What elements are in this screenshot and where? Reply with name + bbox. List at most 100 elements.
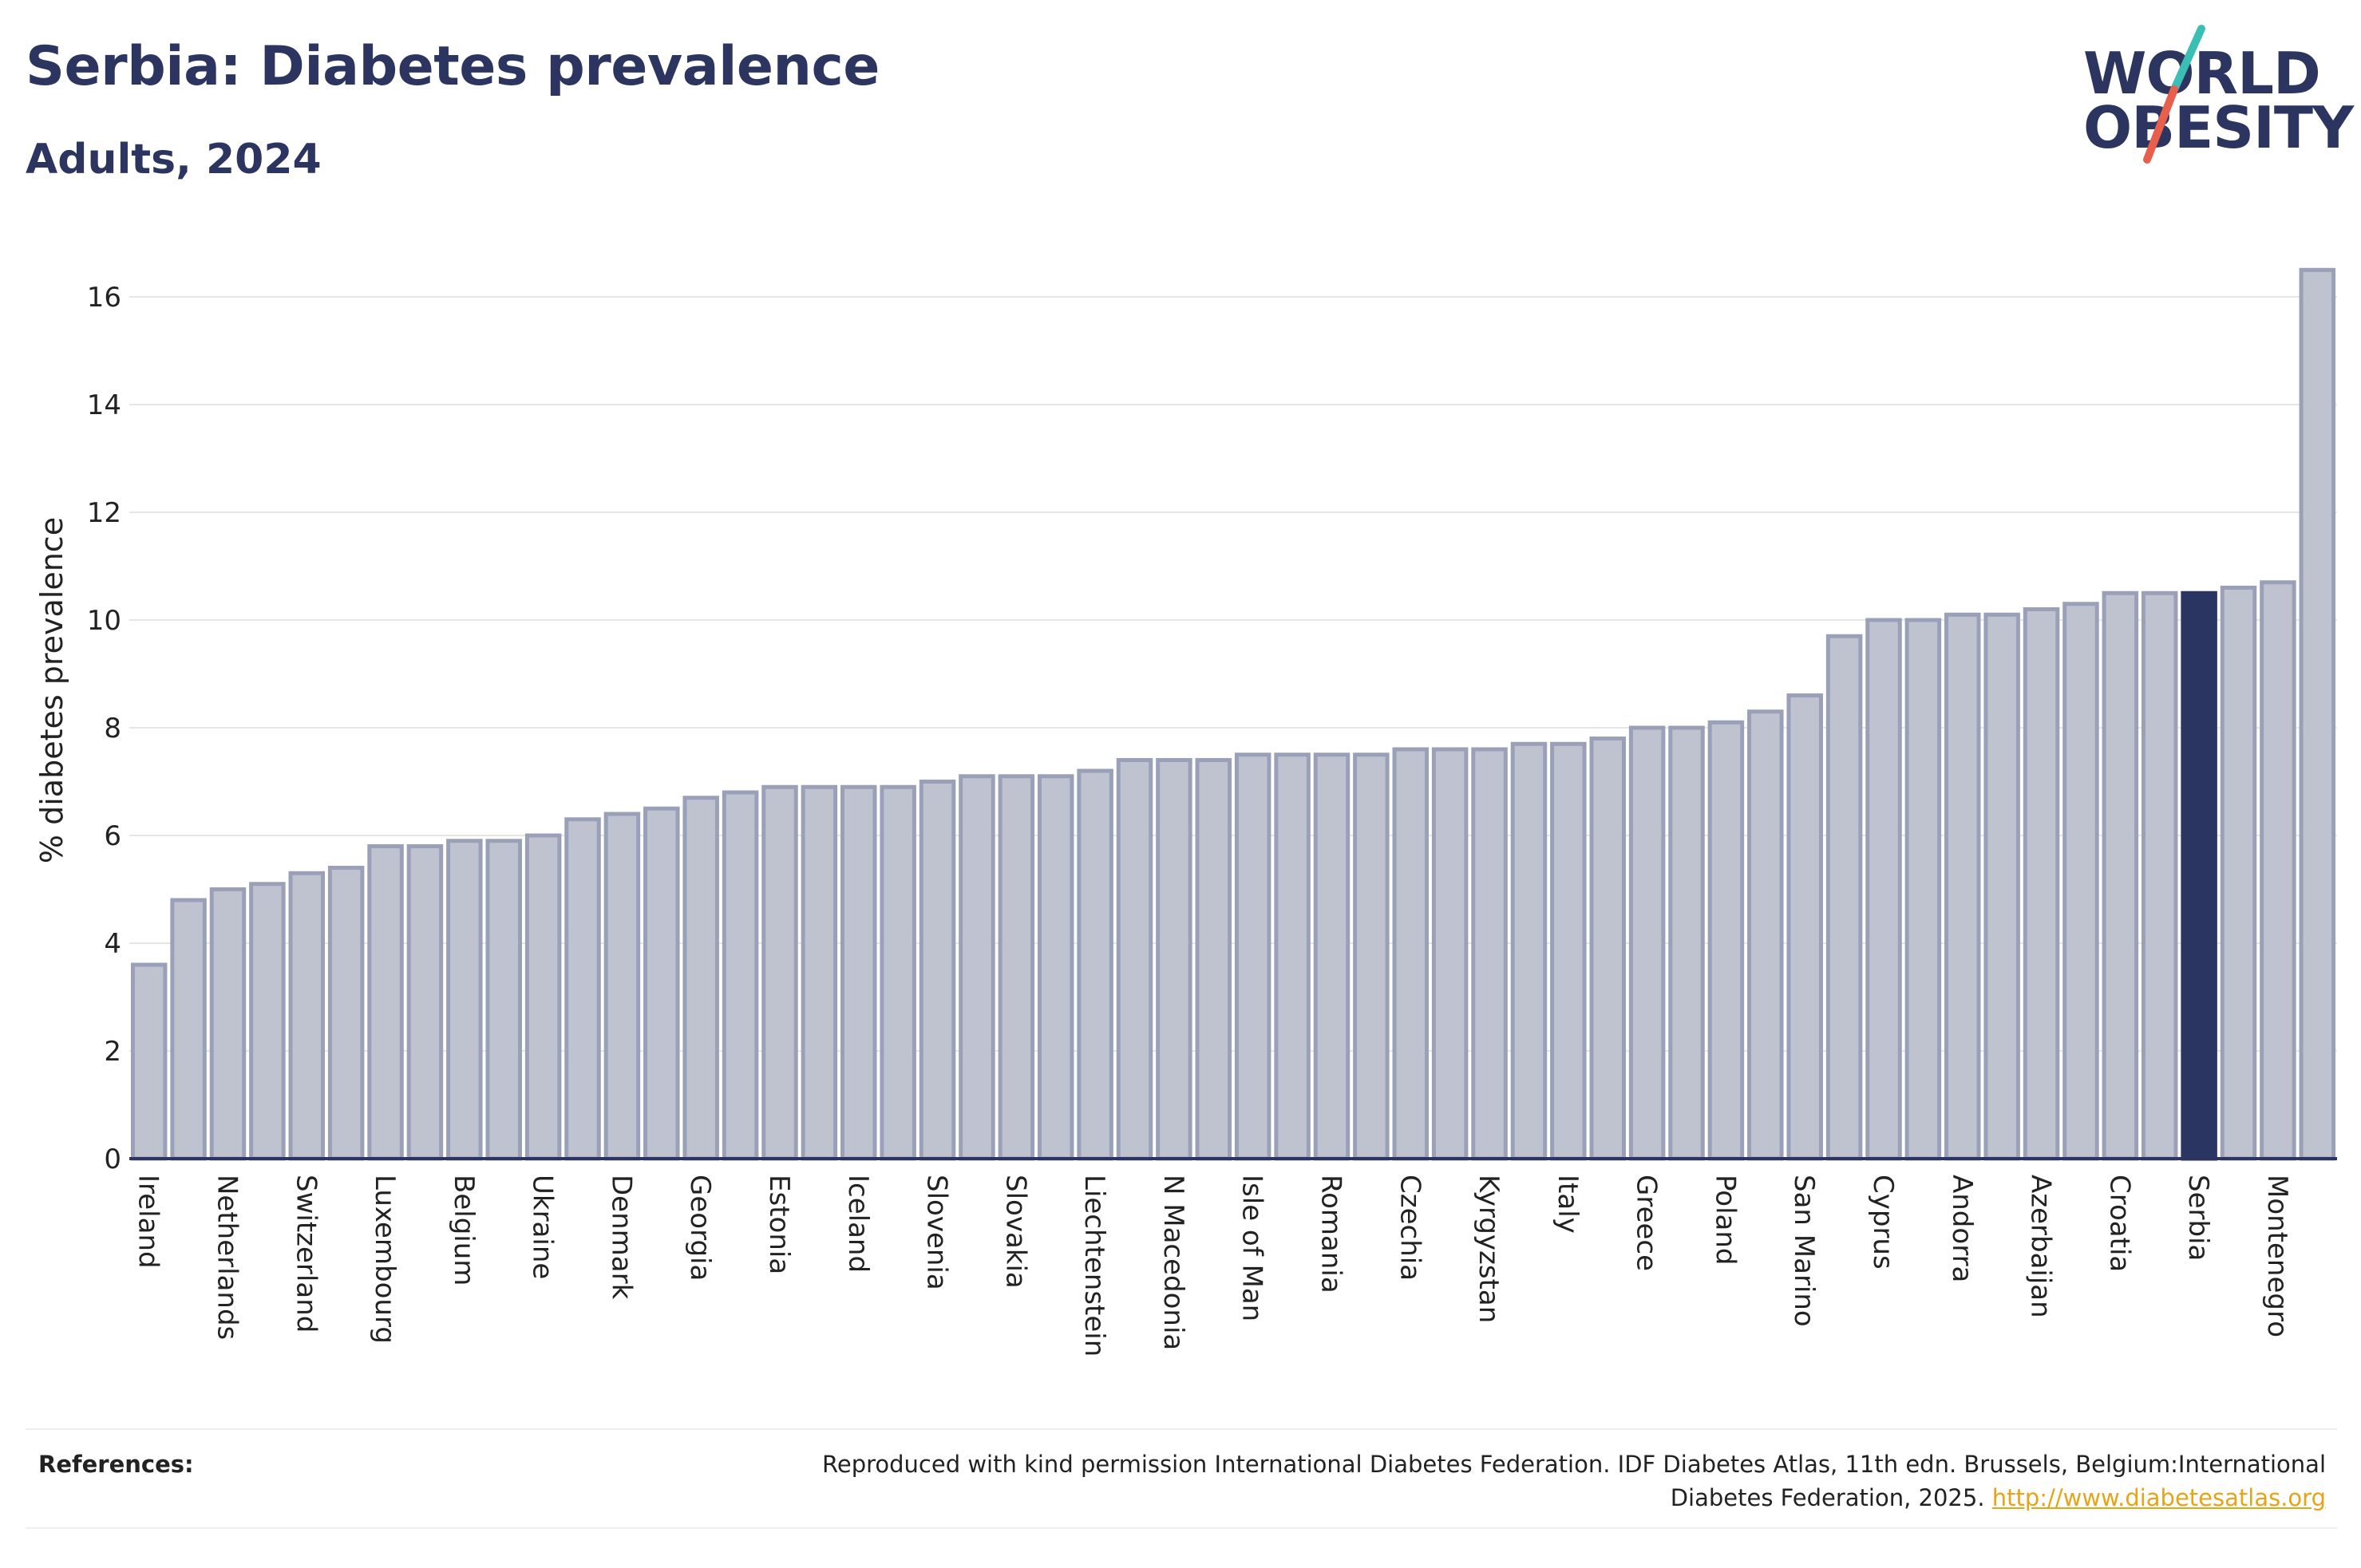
bar — [367, 844, 404, 1161]
x-tick-label: N Macedonia — [1157, 1175, 1189, 1350]
bar — [130, 962, 168, 1161]
bar — [1313, 752, 1351, 1161]
bar — [446, 839, 483, 1161]
bar — [524, 833, 562, 1161]
bar — [880, 784, 916, 1161]
y-tick-label: 12 — [87, 497, 121, 529]
x-tick-label: Iceland — [842, 1175, 874, 1273]
bar — [1116, 758, 1153, 1161]
bar — [1510, 741, 1548, 1161]
x-tick-label: Italy — [1552, 1175, 1584, 1234]
bar — [288, 871, 326, 1161]
bar — [1353, 752, 1390, 1161]
references-label: References: — [38, 1451, 194, 1478]
x-tick-label: Slovakia — [999, 1175, 1031, 1289]
bar — [485, 839, 522, 1161]
world-obesity-logo[interactable]: WORLD OBESITY — [2083, 22, 2354, 174]
x-tick-label: Liechtenstein — [1078, 1175, 1110, 1357]
bar — [1707, 720, 1745, 1161]
bar — [1037, 774, 1074, 1161]
y-tick-labels: 0 2 4 6 8 10 12 14 16 — [87, 282, 121, 1175]
bar — [2220, 586, 2257, 1161]
bar — [1668, 725, 1705, 1161]
bar — [1628, 725, 1666, 1161]
y-tick-label: 10 — [87, 605, 121, 637]
x-tick-label: Denmark — [605, 1175, 637, 1300]
bar — [682, 796, 719, 1161]
x-tick-label: Isle of Man — [1236, 1175, 1268, 1321]
bar — [2102, 590, 2139, 1161]
bar — [2023, 607, 2060, 1161]
bar — [643, 806, 680, 1161]
bar — [1983, 612, 2020, 1161]
bar — [603, 812, 641, 1161]
y-axis-label: % diabetes prevalence — [34, 517, 69, 863]
y-tick-label: 16 — [87, 282, 121, 314]
bar — [801, 784, 838, 1161]
x-tick-label: Poland — [1709, 1175, 1741, 1266]
bar — [1550, 741, 1587, 1161]
bar — [327, 866, 365, 1161]
x-tick-label: Ukraine — [527, 1175, 559, 1279]
bar — [1865, 618, 1902, 1161]
bar — [722, 790, 759, 1161]
bar — [919, 780, 956, 1161]
x-tick-label: Greece — [1631, 1175, 1663, 1271]
bar — [1234, 752, 1271, 1161]
y-tick-label: 8 — [104, 713, 121, 745]
footer-divider-bottom — [26, 1527, 2337, 1529]
x-tick-label: Serbia — [2182, 1175, 2214, 1261]
y-tick-label: 2 — [104, 1036, 121, 1068]
bar — [1589, 737, 1626, 1161]
bar — [209, 887, 247, 1161]
x-tick-label: Azerbaijan — [2025, 1175, 2057, 1318]
bar — [1944, 612, 1981, 1161]
bar — [564, 817, 601, 1161]
bar — [2299, 267, 2336, 1161]
references-text: Reproduced with kind permission Internat… — [690, 1448, 2326, 1515]
bar — [170, 898, 207, 1161]
bar — [1786, 693, 1823, 1161]
references-line-2: Diabetes Federation, 2025. — [1670, 1484, 1985, 1511]
x-tick-label: Montenegro — [2261, 1175, 2293, 1337]
bar — [2260, 580, 2296, 1161]
bar — [2062, 602, 2099, 1161]
bar — [406, 844, 444, 1161]
bar — [1471, 747, 1508, 1161]
x-tick-label: Andorra — [1946, 1175, 1978, 1282]
bar — [1904, 618, 1942, 1161]
references-link[interactable]: http://www.diabetesatlas.org — [1991, 1484, 2326, 1511]
y-tick-label: 14 — [87, 389, 121, 421]
bar — [1195, 758, 1232, 1161]
bar — [1274, 752, 1311, 1161]
y-tick-label: 4 — [104, 928, 121, 960]
logo-line-2: OBESITY — [2083, 94, 2354, 161]
x-tick-label: Georgia — [684, 1175, 716, 1281]
x-tick-label: San Marino — [1788, 1175, 1820, 1327]
bar — [1825, 634, 1863, 1161]
x-tick-label: Belgium — [448, 1175, 480, 1286]
page-title: Serbia: Diabetes prevalence — [26, 35, 880, 98]
x-tick-label: Switzerland — [290, 1175, 322, 1333]
references-line-1: Reproduced with kind permission Internat… — [822, 1451, 2326, 1478]
bar — [998, 774, 1035, 1161]
page-subtitle: Adults, 2024 — [26, 136, 322, 184]
bar — [1747, 709, 1784, 1161]
x-tick-label: Kyrgyzstan — [1473, 1175, 1505, 1323]
footer-divider-top — [26, 1428, 2337, 1430]
y-tick-label: 6 — [104, 820, 121, 852]
bar — [1431, 747, 1469, 1161]
x-tick-label: Luxembourg — [369, 1175, 401, 1344]
bar — [249, 882, 286, 1161]
x-tick-label: Estonia — [763, 1175, 795, 1274]
bar — [2141, 590, 2178, 1161]
x-tick-label: Czechia — [1394, 1175, 1426, 1281]
bar — [1392, 747, 1430, 1161]
bars — [130, 267, 2336, 1161]
bar-chart: 0 2 4 6 8 10 12 14 16 Ireland Netherlands Switzerl… — [34, 267, 2337, 1357]
bar — [959, 774, 995, 1161]
bar — [840, 784, 877, 1161]
bar — [761, 784, 798, 1161]
x-tick-label: Cyprus — [1867, 1175, 1899, 1270]
x-tick-label: Croatia — [2103, 1175, 2135, 1272]
